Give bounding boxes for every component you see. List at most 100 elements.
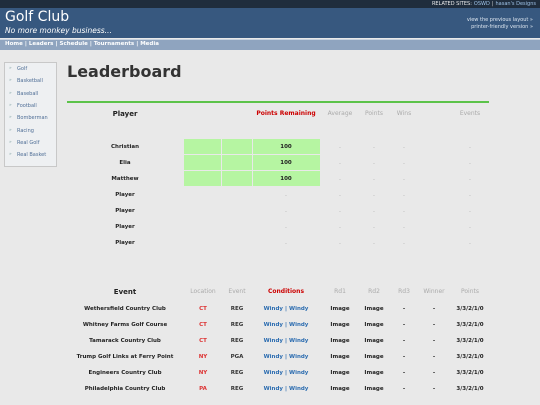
column-header: Wins xyxy=(396,110,412,117)
condition-link[interactable]: Windy xyxy=(263,306,283,312)
location: NY xyxy=(198,354,208,360)
condition-link[interactable]: Windy xyxy=(289,354,309,360)
cell: Image xyxy=(330,322,350,328)
column-header: Rd2 xyxy=(368,288,380,295)
sidebar-link[interactable]: Football xyxy=(17,102,37,109)
cell: Image xyxy=(364,386,384,392)
condition-link[interactable]: Windy xyxy=(289,322,309,328)
cell: 3/3/2/1/0 xyxy=(456,354,484,360)
player-name: Elia xyxy=(119,160,131,166)
bullet: » xyxy=(9,139,12,145)
condition-link[interactable]: Windy xyxy=(263,354,283,360)
cell: 3/3/2/1/0 xyxy=(456,338,484,344)
cell: - xyxy=(372,144,376,151)
location: CT xyxy=(199,338,207,344)
conditions: Windy | Windy xyxy=(264,338,309,344)
sidebar-link[interactable]: Real Golf xyxy=(17,139,40,146)
related-sites: RELATED SITES: OSWD | hasan's Designs xyxy=(432,1,536,7)
separator: | xyxy=(284,306,288,312)
cell: Image xyxy=(330,354,350,360)
sidebar-link[interactable]: Racing xyxy=(17,127,34,134)
nav-link[interactable]: Home xyxy=(5,41,23,47)
cell: - xyxy=(338,144,342,151)
cell: Image xyxy=(364,354,384,360)
highlight-cell xyxy=(253,139,320,154)
event-name: Philadelphia Country Club xyxy=(84,386,166,392)
event-type: REG xyxy=(230,338,244,344)
separator: | xyxy=(284,370,288,376)
sidebar-link[interactable]: Golf xyxy=(17,66,28,72)
condition-link[interactable]: Windy xyxy=(289,306,309,312)
separator: | xyxy=(89,41,92,47)
highlight-cell xyxy=(184,171,221,186)
event-name: Whitney Farms Golf Course xyxy=(82,322,168,328)
column-header: Average xyxy=(327,110,353,117)
sidebar-link[interactable]: Bomberman xyxy=(17,115,48,122)
condition-link[interactable]: Windy xyxy=(289,338,309,344)
nav-link[interactable]: Schedule xyxy=(59,41,88,47)
sidebar-link[interactable]: Baseball xyxy=(17,90,39,97)
event-type: REG xyxy=(230,370,244,376)
bullet: » xyxy=(9,127,12,133)
cell: - xyxy=(402,192,406,199)
related-link[interactable]: hasan's Designs xyxy=(495,1,536,7)
nav-link[interactable]: Tournaments xyxy=(93,41,135,47)
condition-link[interactable]: Windy xyxy=(263,338,283,344)
cell: - xyxy=(468,192,472,199)
separator: | xyxy=(136,41,139,47)
cell: - xyxy=(372,240,376,247)
condition-link[interactable]: Windy xyxy=(289,370,309,376)
conditions: Windy | Windy xyxy=(264,354,309,360)
divider xyxy=(67,101,489,103)
cell: - xyxy=(432,306,436,312)
sidebar-link[interactable]: Real Basket xyxy=(17,152,47,159)
nav-links: Home | Leaders | Schedule | Tournaments | Media xyxy=(5,41,159,47)
event-type: REG xyxy=(230,322,244,328)
condition-link[interactable]: Windy xyxy=(263,322,283,328)
cell: - xyxy=(402,160,406,167)
player-name: Player xyxy=(115,240,135,246)
condition-link[interactable]: Windy xyxy=(263,370,283,376)
nav-link[interactable]: Leaders xyxy=(28,41,54,47)
condition-link[interactable]: Windy xyxy=(289,386,309,392)
cell: - xyxy=(338,192,342,199)
highlight-cell xyxy=(184,139,221,154)
cell: - xyxy=(432,370,436,376)
bullet: » xyxy=(9,78,12,84)
header-link[interactable]: view the previous layout » xyxy=(466,17,533,23)
cell: Image xyxy=(330,306,350,312)
column-header: Conditions xyxy=(267,288,305,295)
player-name: Player xyxy=(115,224,135,230)
condition-link[interactable]: Windy xyxy=(263,386,283,392)
location: NY xyxy=(198,370,208,376)
conditions: Windy | Windy xyxy=(264,386,309,392)
highlight-cell xyxy=(253,171,320,186)
player-name: Player xyxy=(115,192,135,198)
player-name: Christian xyxy=(111,144,139,150)
site-title: Golf Club xyxy=(5,9,70,25)
cell: - xyxy=(372,160,376,167)
cell: 3/3/2/1/0 xyxy=(456,322,484,328)
column-header: Rd1 xyxy=(334,288,346,295)
related-link[interactable]: OSWD xyxy=(473,1,490,7)
cell: - xyxy=(468,144,472,151)
cell: - xyxy=(402,224,406,231)
column-header: Location xyxy=(190,288,216,295)
cell: - xyxy=(402,306,406,312)
cell: - xyxy=(372,224,376,231)
nav-link[interactable]: Media xyxy=(140,41,159,47)
separator: | xyxy=(24,41,27,47)
event-type: REG xyxy=(230,386,244,392)
header-link[interactable]: printer-friendly version » xyxy=(471,24,533,30)
column-header: Player xyxy=(112,110,138,118)
cell: 3/3/2/1/0 xyxy=(456,306,484,312)
cell: - xyxy=(338,160,342,167)
cell: - xyxy=(468,224,472,231)
cell: - xyxy=(402,176,406,183)
cell: - xyxy=(284,240,288,247)
location: PA xyxy=(199,386,207,392)
player-name: Player xyxy=(115,208,135,214)
event-name: Wethersfield Country Club xyxy=(84,306,166,312)
cell: - xyxy=(338,208,342,215)
sidebar-link[interactable]: Basketball xyxy=(17,78,43,85)
